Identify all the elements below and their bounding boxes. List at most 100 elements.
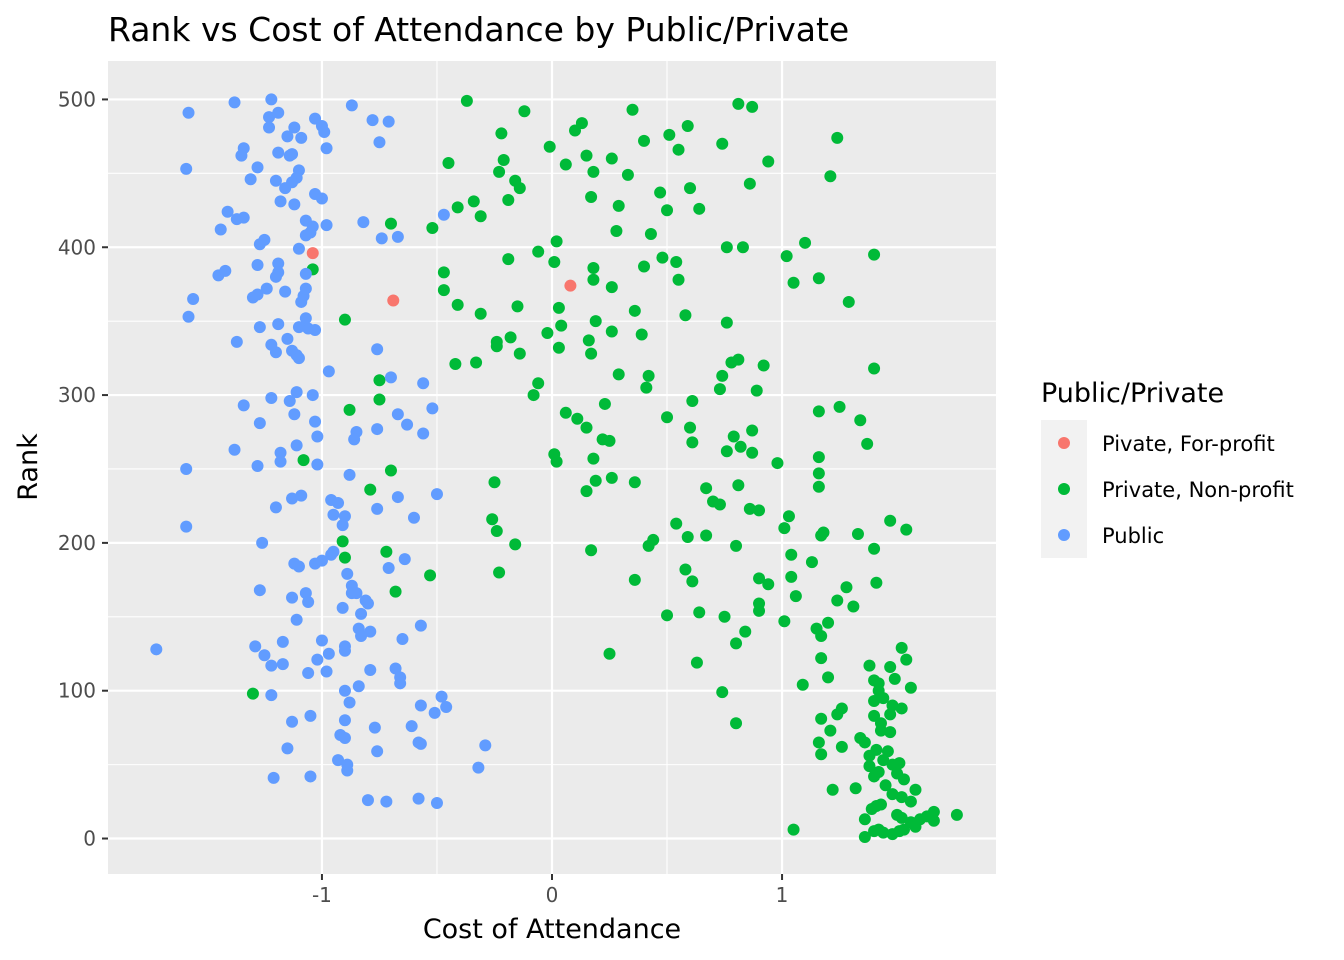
data-point xyxy=(382,115,395,128)
data-point xyxy=(812,736,825,749)
data-points xyxy=(150,93,963,844)
data-point xyxy=(762,578,775,591)
legend-label: Pivate, For-profit xyxy=(1102,432,1275,456)
data-point xyxy=(417,427,430,440)
data-point xyxy=(824,170,837,183)
data-point xyxy=(364,625,377,638)
data-point xyxy=(612,199,625,212)
data-point xyxy=(815,748,828,761)
data-point xyxy=(684,182,697,195)
data-point xyxy=(771,457,784,470)
data-point xyxy=(730,717,743,730)
data-point xyxy=(253,584,266,597)
data-point xyxy=(180,520,193,533)
data-point xyxy=(345,99,358,112)
data-point xyxy=(587,273,600,286)
data-point xyxy=(904,681,917,694)
data-point xyxy=(700,529,713,542)
data-point xyxy=(736,241,749,254)
data-point xyxy=(589,474,602,487)
data-point xyxy=(904,795,917,808)
data-point xyxy=(661,204,674,217)
data-point xyxy=(290,613,303,626)
data-point xyxy=(352,680,365,693)
legend-label: Public xyxy=(1102,524,1164,548)
data-point xyxy=(732,353,745,366)
data-point xyxy=(343,468,356,481)
data-point xyxy=(479,739,492,752)
data-point xyxy=(182,310,195,323)
data-point xyxy=(302,666,315,679)
data-point xyxy=(295,489,308,502)
data-point xyxy=(389,662,402,675)
data-point xyxy=(237,399,250,412)
data-point xyxy=(598,397,611,410)
data-point xyxy=(661,411,674,424)
data-point xyxy=(831,594,844,607)
data-point xyxy=(762,155,775,168)
data-point xyxy=(700,482,713,495)
data-point xyxy=(812,272,825,285)
data-point xyxy=(585,544,598,557)
data-point xyxy=(868,362,881,375)
data-point xyxy=(950,808,963,821)
data-point xyxy=(371,745,384,758)
data-point xyxy=(638,134,651,147)
y-axis: 0 100 200 300 400 500 xyxy=(58,87,108,851)
data-point xyxy=(642,369,655,382)
data-point xyxy=(286,715,299,728)
data-point xyxy=(315,634,328,647)
data-point xyxy=(283,394,296,407)
data-point xyxy=(467,195,480,208)
data-point xyxy=(288,408,301,421)
data-point xyxy=(587,165,600,178)
data-point xyxy=(870,576,883,589)
data-point xyxy=(309,415,322,428)
data-point xyxy=(656,251,669,264)
data-point xyxy=(532,377,545,390)
data-point xyxy=(292,321,305,334)
data-point xyxy=(263,121,276,134)
data-point xyxy=(868,695,881,708)
data-point xyxy=(679,309,692,322)
data-point xyxy=(315,192,328,205)
data-point xyxy=(350,587,363,600)
data-point xyxy=(387,294,400,307)
x-axis: -1 0 1 xyxy=(312,874,788,907)
data-point xyxy=(895,791,908,804)
data-point xyxy=(405,720,418,733)
data-point xyxy=(302,596,315,609)
data-point xyxy=(265,93,278,106)
data-point xyxy=(297,454,310,467)
data-point xyxy=(474,210,487,223)
data-point xyxy=(288,198,301,211)
data-point xyxy=(322,647,335,660)
data-point xyxy=(338,684,351,697)
data-point xyxy=(605,152,618,165)
data-point xyxy=(272,146,285,159)
data-point xyxy=(884,726,897,739)
data-point xyxy=(265,689,278,702)
data-point xyxy=(292,242,305,255)
data-point xyxy=(684,421,697,434)
data-point xyxy=(732,479,745,492)
legend-title: Public/Private xyxy=(1041,378,1224,409)
data-point xyxy=(364,483,377,496)
data-point xyxy=(306,247,319,260)
data-point xyxy=(900,653,913,666)
data-point xyxy=(219,264,232,277)
data-point xyxy=(661,609,674,622)
y-tick-label: 400 xyxy=(58,235,96,259)
data-point xyxy=(412,736,425,749)
data-point xyxy=(384,464,397,477)
data-point xyxy=(274,195,287,208)
data-point xyxy=(290,386,303,399)
data-point xyxy=(824,724,837,737)
data-point xyxy=(587,261,600,274)
data-point xyxy=(835,702,848,715)
data-point xyxy=(251,288,264,301)
data-point xyxy=(686,575,699,588)
data-point xyxy=(251,161,264,174)
data-point xyxy=(244,173,257,186)
data-point xyxy=(730,637,743,650)
